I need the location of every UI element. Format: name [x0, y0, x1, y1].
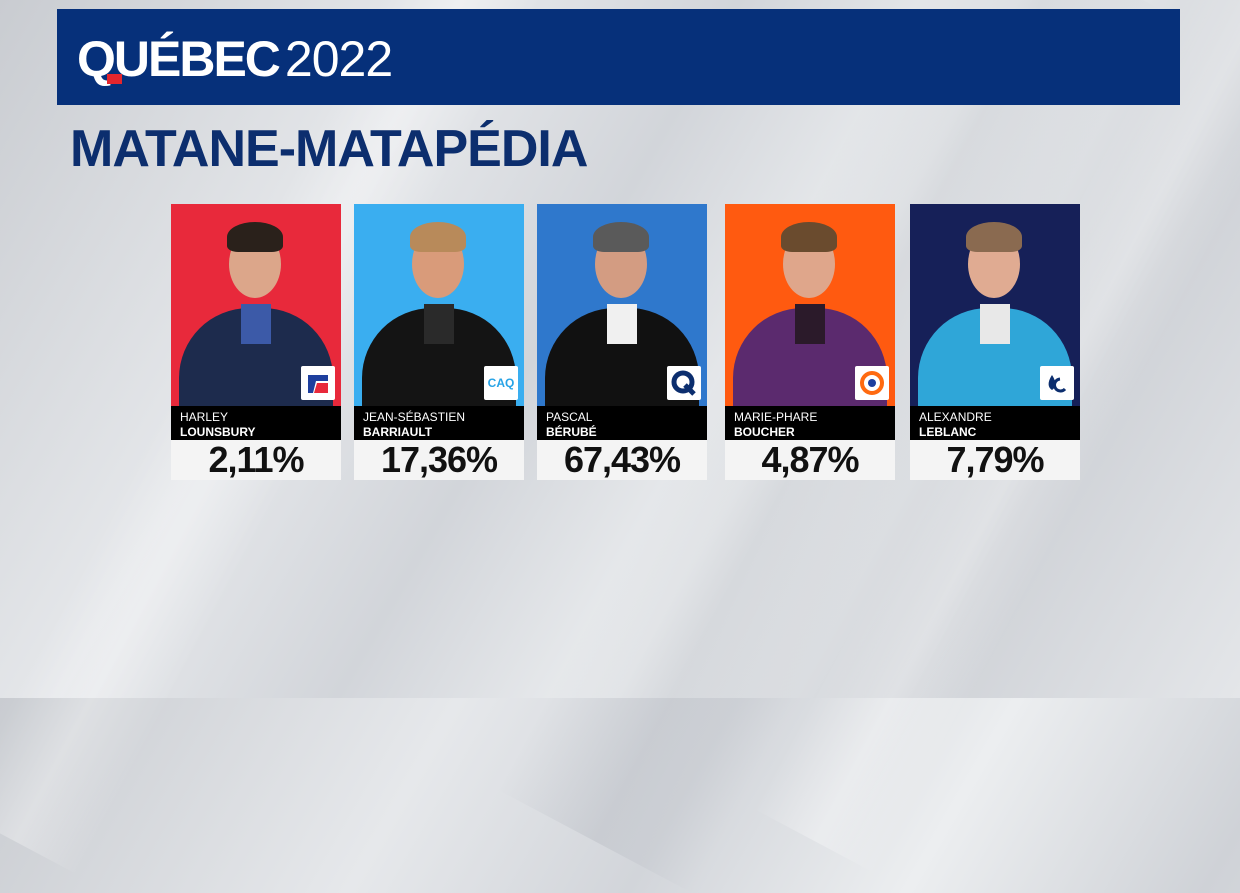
candidate-first-name: JEAN-SÉBASTIEN [363, 410, 466, 424]
brand-logo: QUÉBEC 2022 [77, 31, 393, 87]
candidate-photo [910, 204, 1080, 406]
district-title: MATANE-MATAPÉDIA [70, 120, 588, 178]
candidate-last-name: BARRIAULT [363, 425, 433, 439]
candidate-photo [725, 204, 895, 406]
candidate-name: JEAN-SÉBASTIEN BARRIAULT [354, 406, 524, 440]
candidate-card: MARIE-PHARE BOUCHER 4,87% [725, 204, 895, 480]
pq-logo-icon [667, 366, 701, 400]
candidate-name: HARLEY LOUNSBURY [171, 406, 341, 440]
candidate-photo [537, 204, 707, 406]
header-banner: QUÉBEC 2022 [57, 9, 1180, 105]
pcq-logo-icon [1040, 366, 1074, 400]
candidate-percent: 17,36% [354, 440, 524, 480]
candidate-card: HARLEY LOUNSBURY 2,11% [171, 204, 341, 480]
candidate-card: ALEXANDRE LEBLANC 7,79% [910, 204, 1080, 480]
candidate-name: MARIE-PHARE BOUCHER [725, 406, 895, 440]
candidate-last-name: LEBLANC [919, 425, 977, 439]
candidate-card: PASCAL BÉRUBÉ 67,43% [537, 204, 707, 480]
candidate-first-name: MARIE-PHARE [734, 410, 818, 424]
brand-red-mark [107, 74, 122, 84]
candidate-last-name: BÉRUBÉ [546, 425, 597, 439]
plq-logo-icon [301, 366, 335, 400]
candidate-last-name: BOUCHER [734, 425, 795, 439]
candidate-last-name: LOUNSBURY [180, 425, 256, 439]
candidate-percent: 2,11% [171, 440, 341, 480]
candidate-photo [171, 204, 341, 406]
candidate-first-name: PASCAL [546, 410, 593, 424]
caq-logo-icon: CAQ [484, 366, 518, 400]
candidate-name: PASCAL BÉRUBÉ [537, 406, 707, 440]
brand-year: 2022 [284, 31, 393, 87]
candidate-percent: 7,79% [910, 440, 1080, 480]
candidate-photo: CAQ [354, 204, 524, 406]
candidate-first-name: ALEXANDRE [919, 410, 992, 424]
candidate-percent: 4,87% [725, 440, 895, 480]
candidate-percent: 67,43% [537, 440, 707, 480]
candidate-name: ALEXANDRE LEBLANC [910, 406, 1080, 440]
candidate-card: CAQ JEAN-SÉBASTIEN BARRIAULT 17,36% [354, 204, 524, 480]
candidate-first-name: HARLEY [180, 410, 229, 424]
qs-logo-icon [855, 366, 889, 400]
